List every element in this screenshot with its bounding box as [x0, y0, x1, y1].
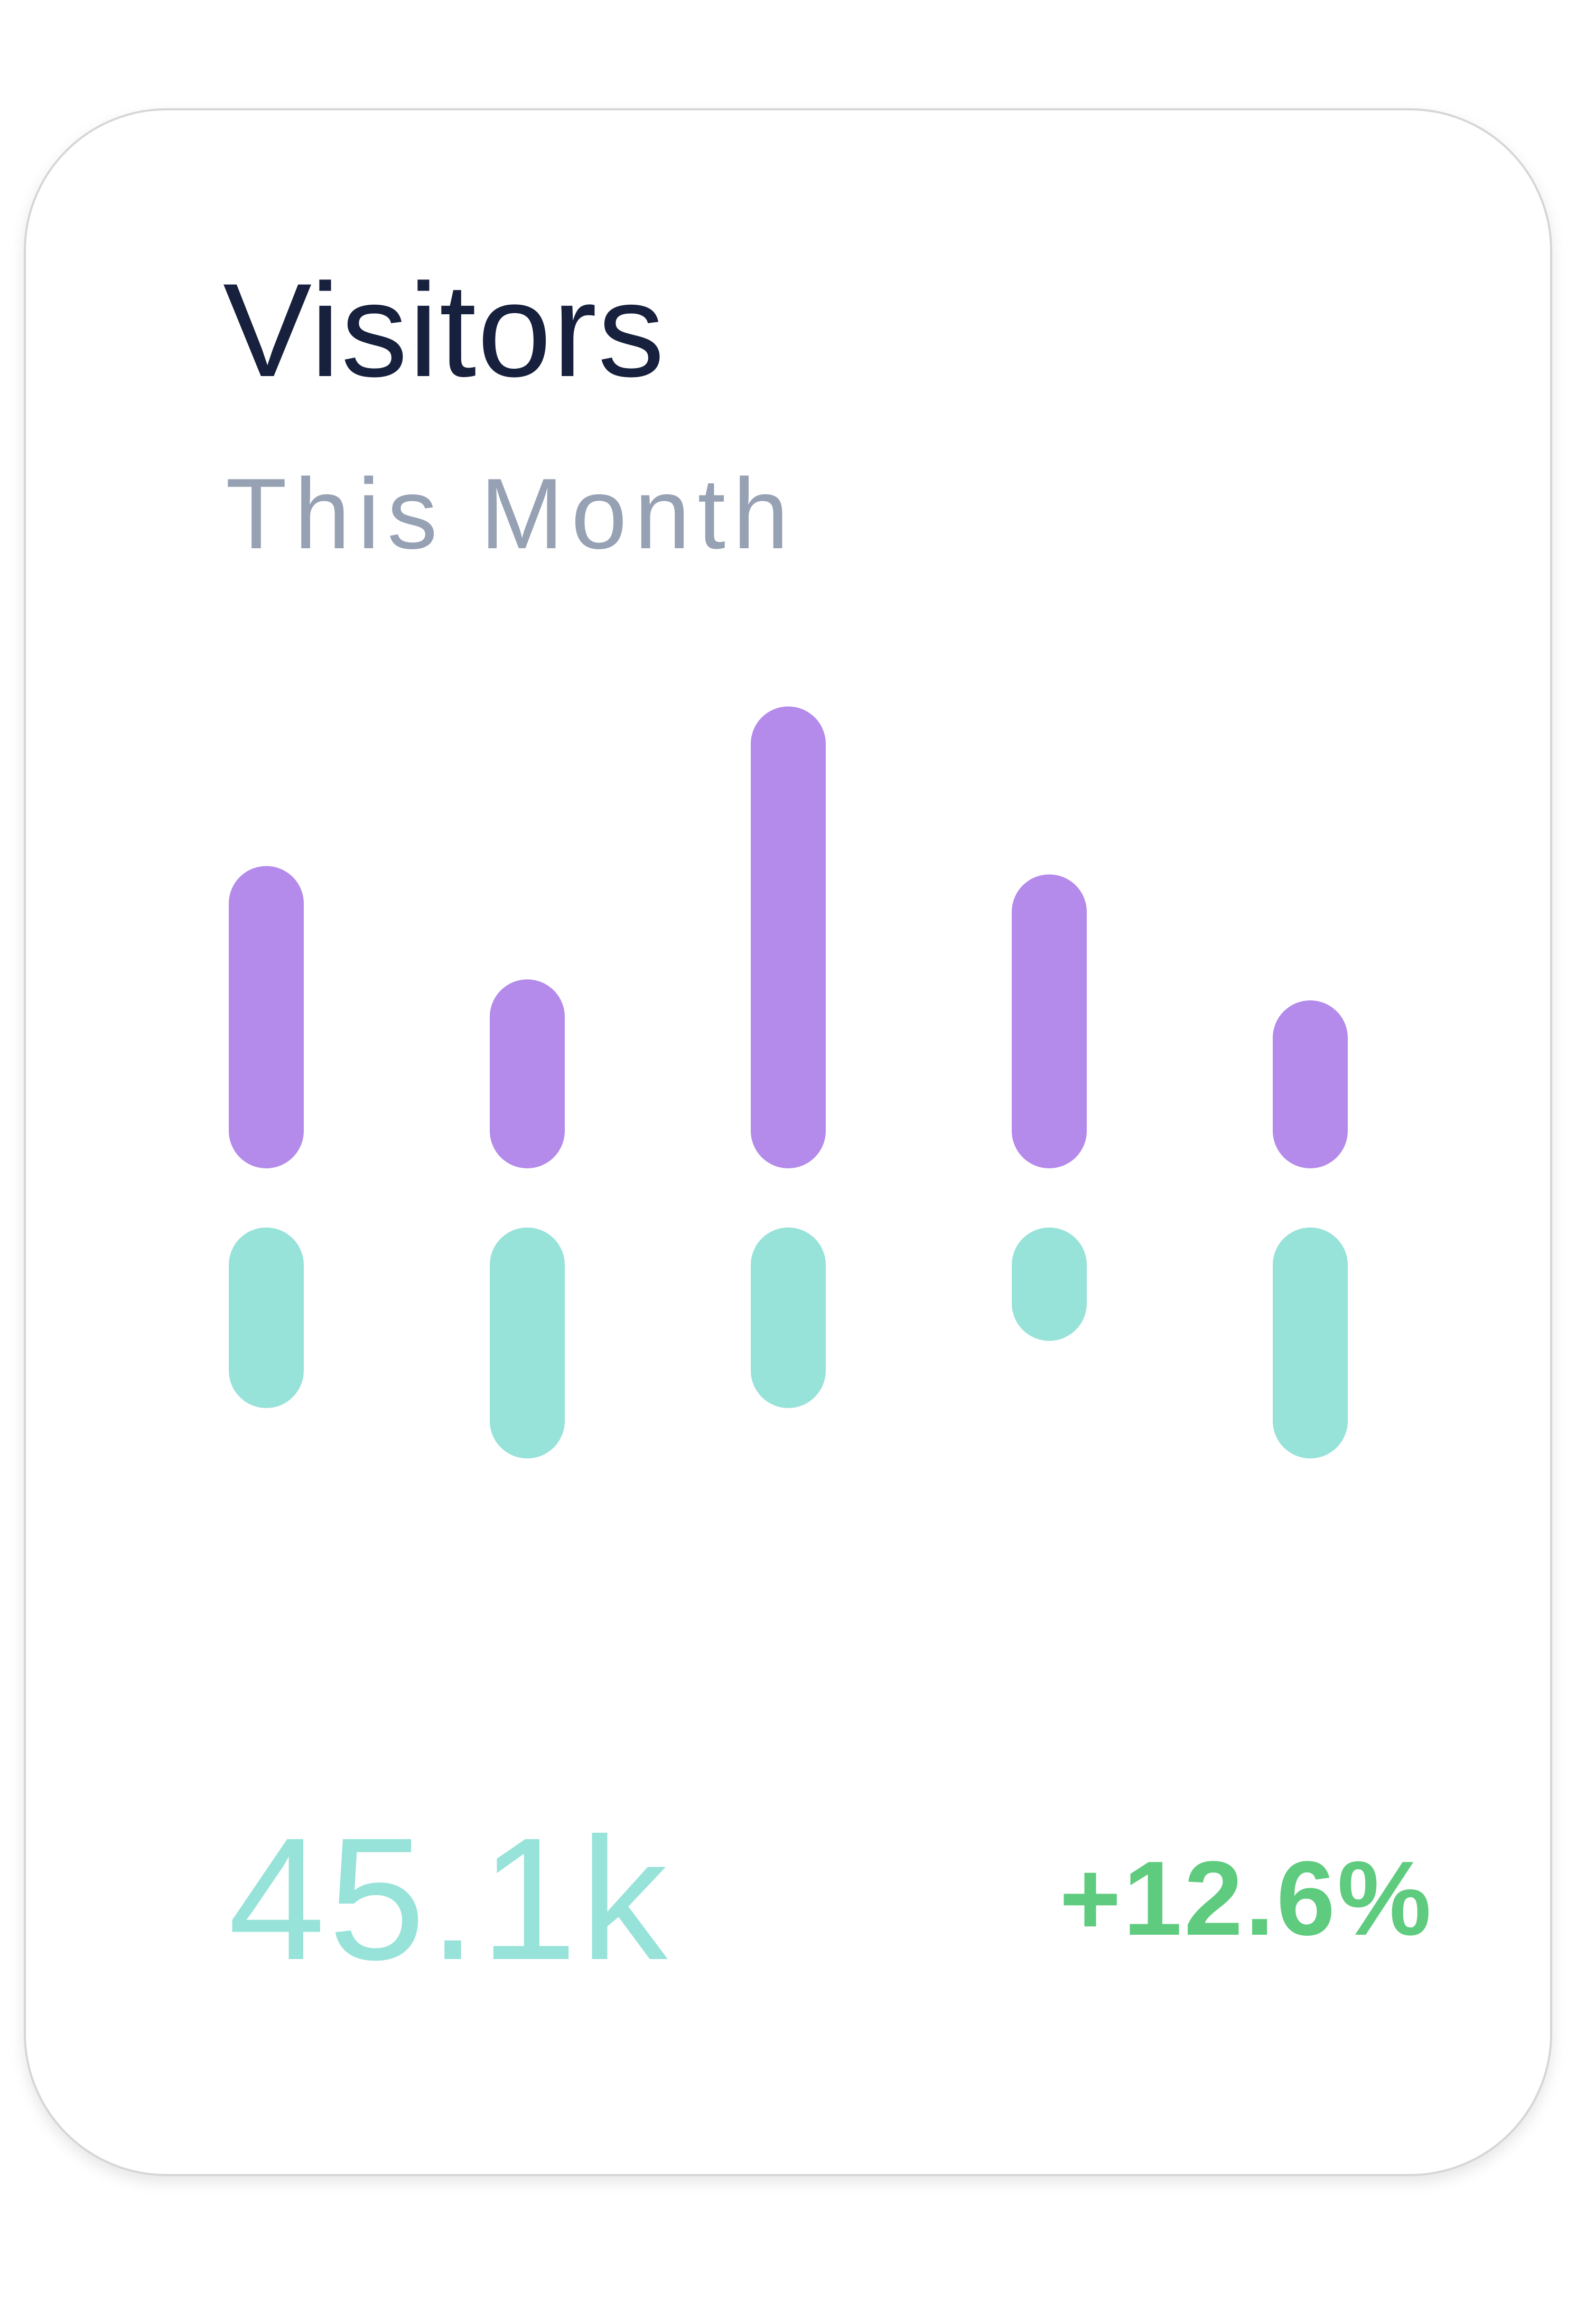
total-visitors-value: 45.1k [228, 1801, 671, 1996]
change-percent-value: +12.6% [1059, 1840, 1433, 1957]
card-subtitle: This Month [226, 458, 796, 570]
card-title: Visitors [223, 256, 666, 405]
